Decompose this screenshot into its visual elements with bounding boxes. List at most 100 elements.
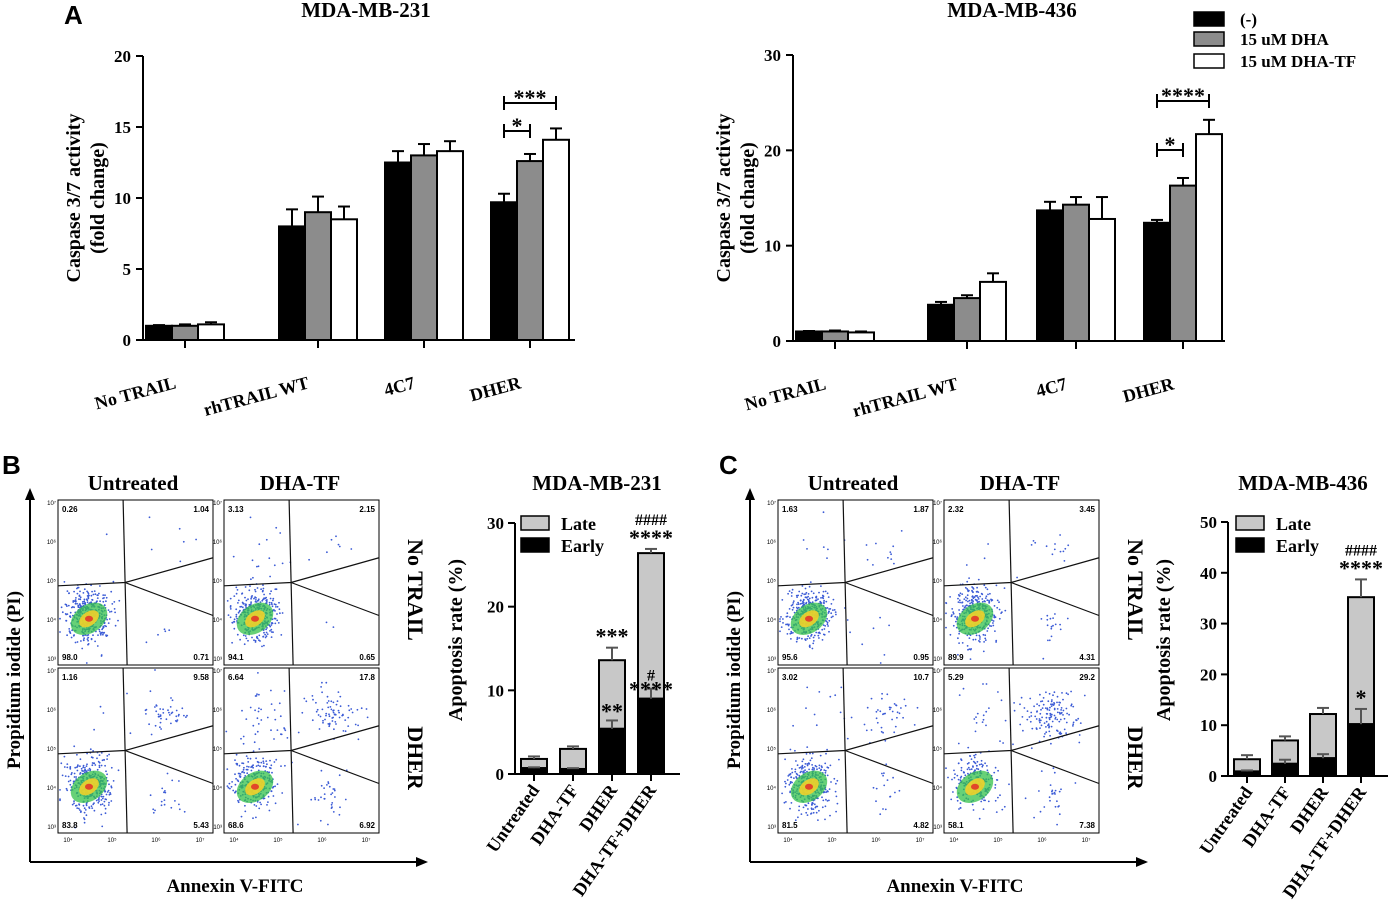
event-dot <box>93 590 96 592</box>
event-dot <box>325 621 328 624</box>
event-dot <box>92 803 95 806</box>
event-dot <box>967 589 969 591</box>
legend-swatch-late <box>520 515 550 531</box>
event-dot <box>104 798 107 800</box>
event-dot <box>252 576 254 579</box>
event-dot <box>822 546 825 548</box>
event-dot <box>973 596 975 599</box>
event-dot <box>245 755 248 757</box>
event-dot <box>102 625 105 628</box>
y-axis-label: Apoptosis rate (%) <box>1153 559 1175 721</box>
event-dot <box>109 791 111 794</box>
event-dot <box>834 790 837 793</box>
event-dot <box>796 636 799 639</box>
gate-line-lower <box>290 581 380 617</box>
y-tick-label: 10⁷ <box>47 668 56 675</box>
event-dot <box>882 713 884 716</box>
density-peak <box>251 783 259 790</box>
event-dot <box>174 800 176 802</box>
event-dot <box>786 615 789 618</box>
event-dot <box>274 588 277 591</box>
x-tick-label: No TRAIL <box>742 374 828 415</box>
y-tick-label: 10³ <box>933 657 942 663</box>
event-dot <box>350 708 353 710</box>
dot-plot-untreated-no-trail: 0.261.0498.00.7110⁴10⁵10⁶10⁷10³10⁴10⁵10⁶… <box>47 499 214 676</box>
event-dot <box>952 612 955 615</box>
event-dot <box>110 800 113 802</box>
event-dot <box>68 628 71 630</box>
event-dot <box>107 804 110 806</box>
event-dot <box>828 799 830 802</box>
event-dot <box>114 624 117 627</box>
event-dot <box>796 764 799 767</box>
event-dot <box>818 591 820 594</box>
event-dot <box>984 600 986 603</box>
event-dot <box>163 799 166 801</box>
event-dot <box>263 797 266 800</box>
event-dot <box>183 810 186 813</box>
event-dot <box>813 803 816 806</box>
event-dot <box>244 596 246 599</box>
event-dot <box>981 765 984 768</box>
event-dot <box>789 782 792 785</box>
event-dot <box>167 709 169 712</box>
event-dot <box>792 602 795 604</box>
event-dot <box>105 625 107 628</box>
y-tick-label: 10³ <box>933 825 942 831</box>
y-tick-label: 10³ <box>767 657 776 663</box>
event-dot <box>1013 709 1016 712</box>
event-dot <box>237 602 239 604</box>
legend-swatch-dha <box>1193 31 1225 47</box>
event-dot <box>1046 708 1049 711</box>
event-dot <box>1056 701 1058 704</box>
x-tick-label: 10⁵ <box>273 837 283 844</box>
bar-late <box>559 747 587 770</box>
event-dot <box>968 648 971 650</box>
quadrant-value-ll: 58.1 <box>948 821 964 830</box>
event-dot <box>824 818 826 821</box>
event-dot <box>804 593 807 595</box>
event-dot <box>315 710 318 713</box>
event-dot <box>314 797 316 799</box>
event-dot <box>818 809 820 812</box>
event-dot <box>1062 698 1064 701</box>
event-dot <box>1048 639 1051 642</box>
x-tick-label: 10⁶ <box>317 837 327 844</box>
event-dot <box>236 589 239 591</box>
event-dot <box>164 791 167 794</box>
event-dot <box>92 593 95 596</box>
event-dot <box>66 763 69 765</box>
y-tick-label: 10⁵ <box>213 746 223 753</box>
event-dot <box>100 655 103 657</box>
event-dot <box>1051 703 1054 706</box>
plot-frame <box>223 667 380 834</box>
event-dot <box>101 797 104 800</box>
event-dot <box>235 753 238 756</box>
event-dot <box>321 681 323 684</box>
bar <box>304 211 332 341</box>
plot-frame <box>943 499 1100 666</box>
event-dot <box>1063 717 1066 720</box>
event-dot <box>968 599 971 602</box>
event-dot <box>796 638 799 641</box>
event-dot <box>1049 799 1051 802</box>
y-axis-label-2: (fold change) <box>737 142 759 254</box>
event-dot <box>326 702 329 704</box>
event-dot <box>1048 796 1051 799</box>
event-dot <box>966 604 968 607</box>
event-dot <box>872 564 874 566</box>
sig-stars: **** <box>629 677 673 702</box>
event-dot <box>805 596 807 599</box>
event-dot <box>69 611 72 614</box>
event-dot <box>966 597 969 600</box>
event-dot <box>975 599 978 602</box>
event-dot <box>148 723 151 726</box>
event-dot <box>986 769 989 772</box>
event-dot <box>1051 792 1054 795</box>
event-dot <box>365 708 368 710</box>
event-dot <box>980 759 983 762</box>
event-dot <box>792 631 794 634</box>
event-dot <box>959 779 962 782</box>
y-tick-label: 10⁶ <box>47 539 57 546</box>
